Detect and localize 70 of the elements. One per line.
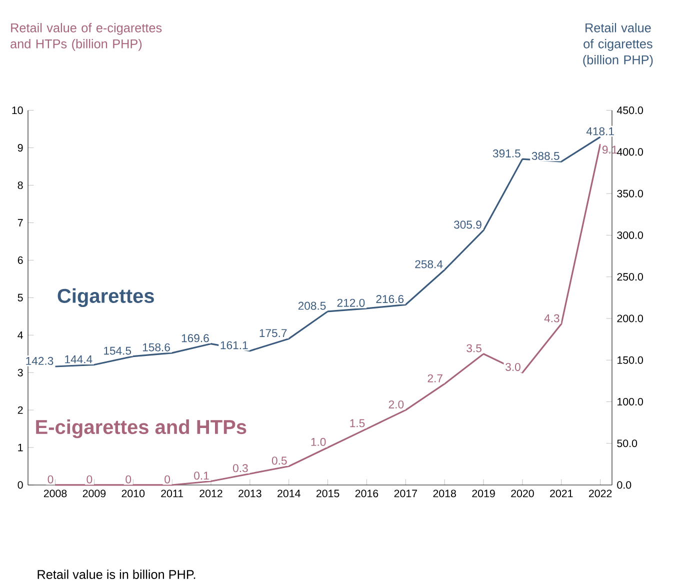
y2-tick-label: 0.0 bbox=[617, 481, 632, 489]
x-tick-label: 2017 bbox=[394, 490, 417, 498]
data-label: 1.0 bbox=[311, 438, 326, 446]
y-tick-label: 1 bbox=[18, 444, 23, 452]
x-tick-label: 2019 bbox=[472, 490, 495, 498]
data-label: 175.7 bbox=[260, 329, 287, 338]
x-tick-label: 2014 bbox=[278, 490, 300, 498]
y2-tick-label: 300.0 bbox=[617, 231, 643, 239]
x-tick-label: 2009 bbox=[82, 490, 106, 498]
x-tick-label: 2011 bbox=[161, 490, 184, 498]
data-label: 0 bbox=[48, 475, 54, 484]
data-label: 1.5 bbox=[350, 419, 365, 428]
data-label: 0.3 bbox=[233, 464, 248, 472]
y2-tick-label: 450.0 bbox=[616, 106, 643, 114]
data-label: 158.6 bbox=[142, 343, 170, 352]
data-label: 216.6 bbox=[376, 295, 404, 304]
x-tick-label: 2008 bbox=[44, 490, 67, 498]
x-tick-label: 2010 bbox=[122, 490, 145, 498]
data-label: 305.9 bbox=[454, 220, 482, 229]
data-label: 3.0 bbox=[506, 362, 520, 371]
data-label: 212.0 bbox=[337, 298, 365, 307]
y-tick-label: 5 bbox=[18, 294, 23, 302]
data-label: 0 bbox=[86, 475, 92, 484]
x-tick-label: 2021 bbox=[550, 490, 573, 498]
y-tick-label: 10 bbox=[12, 106, 23, 114]
x-tick-label: 2018 bbox=[433, 490, 456, 498]
data-label: 388.5 bbox=[532, 152, 560, 160]
data-label: 4.3 bbox=[544, 314, 560, 322]
x-tick-label: 2012 bbox=[200, 490, 222, 498]
text: Retail value is in billion PHP. bbox=[38, 570, 196, 579]
y-tick-label: 0 bbox=[18, 481, 23, 489]
data-label: 0.1 bbox=[194, 472, 209, 480]
data-label: 258.4 bbox=[415, 260, 443, 268]
y-tick-label: 9 bbox=[18, 144, 23, 152]
x-tick-label: 2020 bbox=[511, 490, 534, 498]
y2-tick-label: 400.0 bbox=[616, 148, 643, 156]
y-tick-label: 2 bbox=[18, 406, 23, 414]
y-tick-label: 7 bbox=[18, 219, 23, 226]
data-label: 2.7 bbox=[428, 374, 442, 382]
y2-tick-label: 350.0 bbox=[617, 190, 643, 198]
y2-tick-label: 250.0 bbox=[617, 273, 643, 281]
x-tick-label: 2013 bbox=[238, 490, 262, 498]
data-label: 208.5 bbox=[298, 302, 326, 310]
data-label: 3.5 bbox=[466, 344, 482, 352]
data-label: 391.5 bbox=[492, 149, 520, 158]
data-label: 169.6 bbox=[182, 334, 209, 342]
data-label: 418.1 bbox=[586, 127, 614, 136]
y-tick-label: 6 bbox=[18, 256, 23, 264]
y2-tick-label: 200.0 bbox=[617, 314, 643, 322]
x-tick-label: 2015 bbox=[316, 490, 340, 498]
y-tick-label: 3 bbox=[18, 368, 23, 376]
data-label: 154.5 bbox=[104, 346, 132, 355]
data-label: 161.1 bbox=[220, 341, 248, 350]
y2-tick-label: 150.0 bbox=[618, 356, 643, 364]
data-label: 0 bbox=[126, 475, 132, 484]
y2-tick-label: 50.0 bbox=[617, 440, 638, 448]
y2-axis-title: Retail value of cigarettes (billion PHP) bbox=[583, 23, 653, 67]
data-label: 144.4 bbox=[65, 355, 92, 364]
y-tick-label: 8 bbox=[18, 181, 23, 190]
series-label: E-cigarettes and HTPs bbox=[36, 419, 246, 438]
data-label: 0 bbox=[164, 475, 170, 484]
y-tick-label: 4 bbox=[18, 331, 23, 339]
data-label: 142.3 bbox=[26, 356, 54, 365]
data-label: 2.0 bbox=[388, 400, 404, 408]
x-tick-label: 2016 bbox=[355, 490, 378, 498]
y-axis-title: Retail value of e-cigarettes and HTPs (billion PHP) bbox=[10, 23, 162, 51]
text: Cigarettes bbox=[58, 288, 154, 308]
x-tick-label: 2022 bbox=[589, 490, 612, 498]
y2-tick-label: 100.0 bbox=[618, 398, 643, 406]
data-label: 0.5 bbox=[272, 456, 287, 465]
